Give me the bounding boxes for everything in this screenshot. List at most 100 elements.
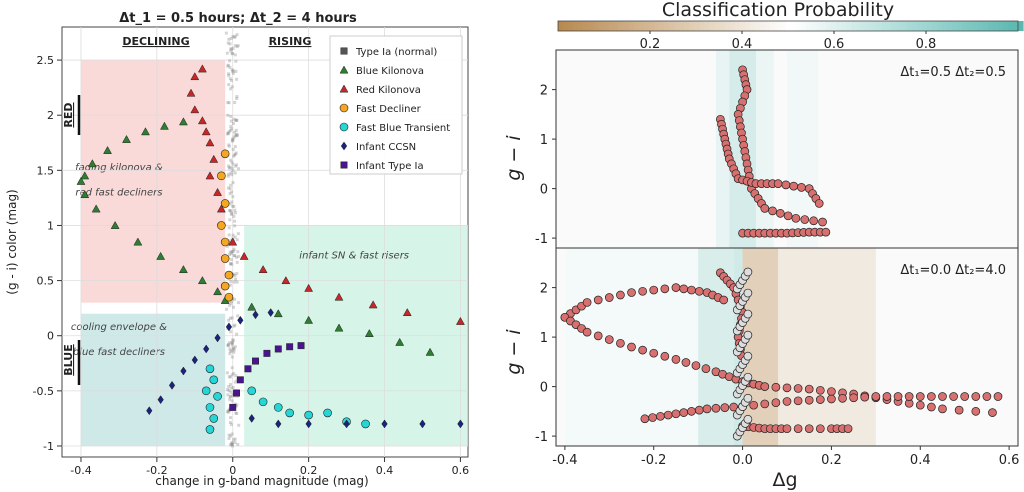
type-ia-point xyxy=(229,434,233,438)
track-1-point xyxy=(701,364,711,374)
type-ia-point xyxy=(236,314,240,318)
type-ia-point xyxy=(230,441,234,445)
series-1-point xyxy=(103,145,112,154)
type-ia-point xyxy=(235,97,239,101)
series-5-point xyxy=(275,419,282,429)
series-6-point xyxy=(233,389,240,397)
colorbar-cell xyxy=(962,21,968,31)
series-3-point xyxy=(224,292,234,302)
type-ia-point xyxy=(743,330,753,340)
series-4-point xyxy=(247,386,257,396)
series-1-point xyxy=(213,287,222,296)
series-3-point xyxy=(220,199,230,208)
series-5-point xyxy=(157,395,164,405)
y-tick-label: -0.5 xyxy=(33,385,54,398)
type-ia-point xyxy=(229,239,233,243)
track-1-point xyxy=(938,404,947,414)
colorbar-cell xyxy=(916,21,923,31)
type-ia-point xyxy=(235,133,239,137)
type-ia-point xyxy=(228,316,232,320)
series-5-point xyxy=(248,413,255,423)
series-1-point xyxy=(273,309,283,318)
region-2 xyxy=(80,313,226,446)
type-ia-point xyxy=(227,436,231,440)
type-ia-point xyxy=(235,77,239,81)
x-tick-label: -0.4 xyxy=(552,453,577,468)
type-ia-point xyxy=(229,390,233,394)
track-2-point xyxy=(882,392,892,401)
type-ia-point xyxy=(230,250,234,254)
y-tick-label: -1 xyxy=(535,232,548,247)
track-1-point xyxy=(691,361,701,370)
type-ia-point xyxy=(225,51,229,55)
type-ia-point xyxy=(226,344,230,348)
colorbar-cell xyxy=(760,21,766,31)
y-tick-label: 1.5 xyxy=(37,164,55,177)
track-2-point xyxy=(671,409,681,419)
type-ia-point xyxy=(229,330,233,334)
type-ia-point xyxy=(231,169,235,173)
type-ia-point xyxy=(228,397,232,401)
series-2-point xyxy=(190,72,200,81)
type-ia-point xyxy=(236,442,240,446)
type-ia-point xyxy=(232,205,236,209)
series-2-point xyxy=(205,138,215,147)
type-ia-point xyxy=(229,210,233,214)
left-chart: Δt_1 = 0.5 hours; Δt_2 = 4 hours fading … xyxy=(5,11,469,488)
series-6-point xyxy=(286,343,294,351)
track-1-point xyxy=(616,338,625,348)
y-tick-label: 1 xyxy=(540,331,548,346)
type-ia-point xyxy=(229,423,233,427)
colorbar-cell xyxy=(588,21,594,31)
heatmap-panel-bottom: Δt₁=0.0 Δt₂=4.0 -1 0 1 2 -0.4 -0.2 0.0 0.2 0.4 0.6 xyxy=(535,247,1019,468)
type-ia-point xyxy=(233,153,237,157)
series-3-point xyxy=(217,171,226,181)
colorbar-cell xyxy=(714,21,721,31)
colorbar-cell xyxy=(669,21,675,31)
series-2-point xyxy=(368,300,378,309)
type-ia-point xyxy=(235,238,239,242)
series-2-point xyxy=(190,105,200,114)
y-tick-label: 0.5 xyxy=(37,275,55,288)
colorbar-cell xyxy=(866,21,872,31)
track-1-point xyxy=(681,358,691,367)
track-2-point xyxy=(871,392,881,401)
colorbar-cell xyxy=(593,21,599,31)
type-ia-point xyxy=(226,63,230,67)
series-2-point xyxy=(209,154,219,163)
series-1-point xyxy=(141,127,150,136)
type-ia-point xyxy=(236,44,240,48)
type-ia-point xyxy=(229,279,233,283)
legend-label-3: Fast Decliner xyxy=(356,104,422,115)
track-2-point xyxy=(960,392,970,401)
colorbar-cell xyxy=(967,21,974,31)
x-tick-label: 0.6 xyxy=(452,464,470,477)
series-4-point xyxy=(323,408,332,418)
type-ia-point xyxy=(231,195,235,199)
type-ia-point xyxy=(233,211,237,215)
colorbar-cell xyxy=(689,21,696,31)
series-5-point xyxy=(419,419,426,429)
type-ia-point xyxy=(229,252,233,256)
type-ia-point xyxy=(230,373,234,377)
type-ia-point xyxy=(227,166,231,170)
colorbar-cell xyxy=(659,21,665,31)
track-2-point xyxy=(793,396,803,406)
type-ia-point xyxy=(743,372,753,382)
series-2-point xyxy=(304,283,314,292)
type-ia-point xyxy=(232,346,236,350)
type-ia-point xyxy=(743,393,753,403)
type-ia-point xyxy=(233,297,237,301)
track-1-point xyxy=(814,199,824,208)
colorbar-cell xyxy=(734,21,741,31)
series-4-point xyxy=(209,414,219,423)
series-2-point xyxy=(197,116,207,125)
type-ia-point xyxy=(229,262,233,266)
track-2-point xyxy=(993,392,1003,401)
track-2-point xyxy=(938,392,947,401)
type-ia-point xyxy=(234,128,238,132)
colorbar-cell xyxy=(982,21,989,31)
track-0-point xyxy=(809,216,819,226)
colorbar-cell xyxy=(613,21,620,31)
type-ia-point xyxy=(228,395,232,399)
